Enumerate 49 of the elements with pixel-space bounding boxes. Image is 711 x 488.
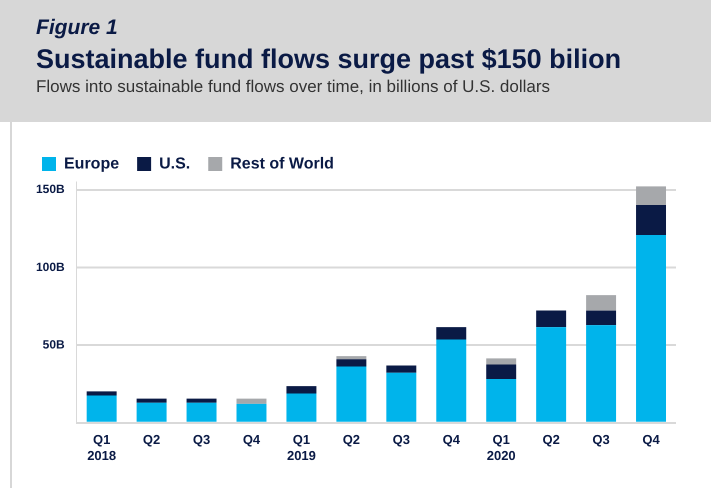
- bar: [136, 402, 167, 422]
- bar: [236, 398, 266, 404]
- x-tick-label: Q1 2019: [286, 432, 316, 463]
- x-tick-label: Q3: [592, 432, 610, 448]
- bar: [336, 359, 366, 367]
- y-tick-label: 100B: [36, 260, 66, 274]
- bar: [336, 366, 366, 422]
- x-tick-label: Q4: [642, 432, 660, 448]
- bar: [586, 325, 616, 422]
- x-tick-label: Q3: [392, 432, 410, 448]
- legend-label: Europe: [64, 155, 120, 172]
- bar: [636, 234, 666, 422]
- bar: [86, 395, 117, 422]
- x-tick-label: Q2: [542, 432, 560, 448]
- bar: [486, 358, 516, 365]
- bar: [186, 398, 217, 403]
- bar: [286, 393, 316, 422]
- x-tick-label: Q2: [142, 432, 160, 448]
- bar: [486, 364, 516, 379]
- bar: [586, 295, 616, 311]
- x-tick-label: Q4: [242, 432, 261, 448]
- bar: [186, 402, 217, 422]
- bar: [486, 378, 516, 422]
- bar: [636, 186, 666, 205]
- bar: [286, 386, 316, 394]
- x-tick-label: Q1 2018: [87, 432, 116, 463]
- bar: [136, 398, 167, 403]
- bar: [236, 404, 266, 422]
- x-tick-label: Q2: [342, 432, 360, 448]
- bar: [536, 327, 566, 422]
- y-tick-label: 50B: [42, 337, 66, 352]
- y-tick-label: 150B: [36, 182, 66, 196]
- bar: [386, 372, 416, 422]
- bar: [436, 340, 466, 422]
- x-tick-label: Q1 2020: [486, 432, 516, 463]
- bar: [586, 310, 616, 326]
- bar: [636, 204, 666, 235]
- bar: [536, 310, 566, 328]
- caption: Figure 1: [36, 16, 119, 40]
- x-tick-label: Q4: [442, 432, 461, 448]
- chart-subtitle: Flows into sustainable fund flows over time, in billions of U.S. dollars: [36, 77, 552, 97]
- x-tick-label: Q3: [192, 432, 210, 448]
- bar: [386, 365, 416, 373]
- bar: [86, 391, 117, 396]
- bar: [336, 356, 366, 360]
- legend-label: U.S.: [159, 155, 190, 172]
- bar: [436, 327, 466, 340]
- legend-label: Rest of World: [230, 155, 334, 172]
- chart-title: Sustainable fund flows surge past $150 bilion: [36, 44, 622, 75]
